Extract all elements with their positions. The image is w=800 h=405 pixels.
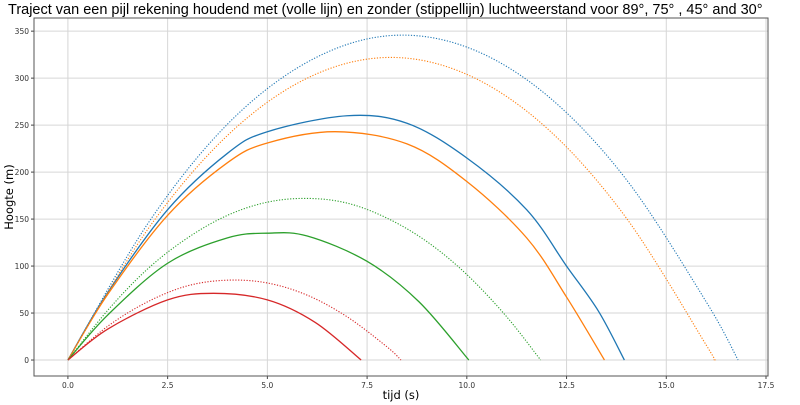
series-line-solid — [67, 232, 470, 361]
series-line-solid — [67, 114, 625, 361]
y-tick-label: 250 — [15, 121, 30, 130]
series-line-solid — [67, 292, 362, 361]
chart-title: Traject van een pijl rekening houdend me… — [8, 2, 763, 18]
plot-frame — [33, 17, 769, 377]
x-tick-label: 7.5 — [361, 381, 373, 390]
y-tick-label: 100 — [15, 262, 30, 271]
x-tick-label: 5.0 — [261, 381, 273, 390]
y-tick-label: 150 — [15, 215, 30, 224]
x-tick-label: 0.0 — [62, 381, 74, 390]
series-line-dotted — [67, 197, 542, 361]
y-tick-label: 300 — [15, 74, 30, 83]
y-tick-label: 0 — [24, 356, 29, 365]
series-line-dotted — [67, 34, 739, 361]
y-tick-label: 200 — [15, 168, 30, 177]
x-axis-label: tijd (s) — [383, 388, 420, 402]
x-tick-label: 10.0 — [458, 381, 475, 390]
y-tick-label: 350 — [15, 27, 30, 36]
x-tick-label: 17.5 — [758, 381, 775, 390]
x-tick-label: 2.5 — [162, 381, 174, 390]
series-line-dotted — [67, 279, 402, 361]
series-line-solid — [67, 131, 606, 361]
y-axis-label: Hoogte (m) — [2, 164, 16, 229]
series-line-dotted — [67, 56, 716, 361]
x-tick-label: 12.5 — [558, 381, 575, 390]
x-tick-label: 15.0 — [658, 381, 675, 390]
y-tick-label: 50 — [19, 309, 29, 318]
